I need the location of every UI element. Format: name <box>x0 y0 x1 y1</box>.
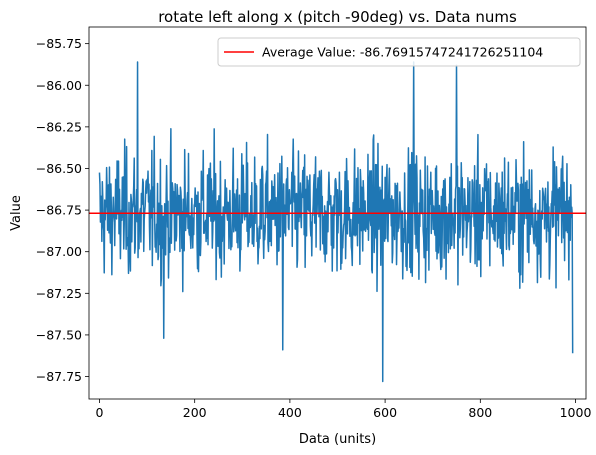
y-tick-label: −87.00 <box>36 244 82 259</box>
y-tick-label: −86.00 <box>36 78 82 93</box>
legend-average-label: Average Value: -86.76915747241726251104 <box>262 45 543 60</box>
y-tick-label: −87.50 <box>36 327 82 342</box>
y-tick-label: −85.75 <box>36 36 82 51</box>
y-axis-label: Value <box>9 195 24 231</box>
x-tick-label: 200 <box>183 405 207 420</box>
plot-frame <box>88 26 587 400</box>
x-tick-label: 0 <box>95 405 103 420</box>
x-axis-label: Data (units) <box>299 432 376 447</box>
y-tick-label: −86.75 <box>36 203 82 218</box>
y-tick-label: −87.75 <box>36 369 82 384</box>
y-axis-ticks: −85.75 −86.00 −86.25 −86.50 −86.75 −87.00 −87.… <box>36 36 89 384</box>
y-tick-label: −87.25 <box>36 286 82 301</box>
data-series-line <box>98 61 574 383</box>
legend: Average Value: -86.76915747241726251104 <box>217 37 581 67</box>
x-tick-label: 600 <box>373 405 397 420</box>
x-axis-ticks: 0 200 400 600 800 1000 <box>95 399 591 420</box>
x-tick-label: 1000 <box>560 405 592 420</box>
plot-area <box>89 61 586 383</box>
x-tick-label: 800 <box>468 405 492 420</box>
chart-title: rotate left along x (pitch -90deg) vs. D… <box>158 8 517 26</box>
y-tick-label: −86.50 <box>36 161 82 176</box>
y-tick-label: −86.25 <box>36 119 82 134</box>
legend-box <box>217 37 581 67</box>
x-tick-label: 400 <box>278 405 302 420</box>
